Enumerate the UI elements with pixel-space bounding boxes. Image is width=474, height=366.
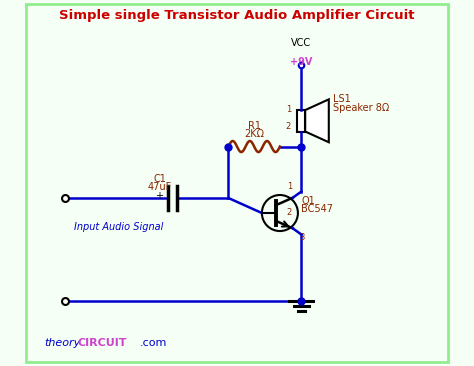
Text: .com: .com	[140, 338, 167, 348]
Bar	[298, 110, 305, 131]
Text: Q1: Q1	[301, 195, 315, 206]
Text: Input Audio Signal: Input Audio Signal	[74, 222, 164, 232]
Text: Simple single Transistor Audio Amplifier Circuit: Simple single Transistor Audio Amplifier…	[59, 9, 415, 22]
Text: 1: 1	[286, 105, 291, 114]
Text: BC547: BC547	[301, 204, 333, 214]
Text: 2: 2	[287, 208, 292, 217]
Text: 1: 1	[287, 182, 292, 191]
Text: LS1: LS1	[333, 94, 351, 104]
Text: +9V: +9V	[290, 57, 312, 67]
Text: 47uF: 47uF	[148, 182, 172, 192]
Text: theory: theory	[44, 338, 80, 348]
Text: R1: R1	[247, 120, 261, 131]
Text: +: +	[155, 191, 163, 201]
Text: 2KΩ: 2KΩ	[244, 129, 264, 139]
Text: 2: 2	[286, 122, 291, 131]
Text: VCC: VCC	[292, 38, 311, 48]
Text: 3: 3	[299, 233, 305, 242]
Text: CIRCUIT: CIRCUIT	[77, 338, 127, 348]
Text: C1: C1	[154, 174, 166, 184]
Polygon shape	[305, 99, 329, 142]
Text: Speaker 8Ω: Speaker 8Ω	[333, 103, 389, 113]
